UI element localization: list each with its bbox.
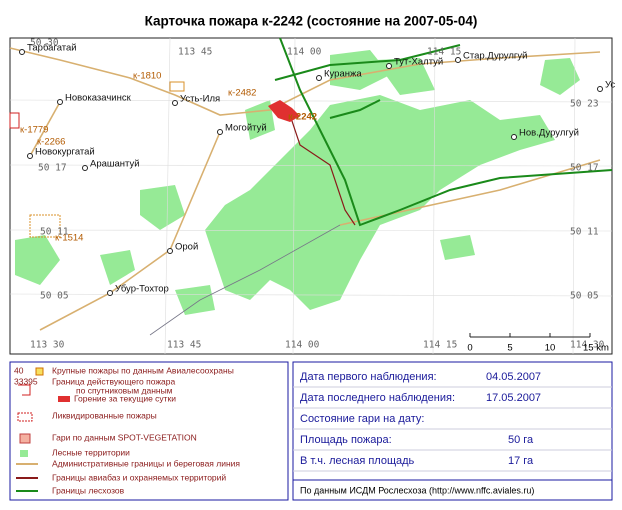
scale-label: 10 <box>545 343 556 354</box>
forest <box>15 50 580 315</box>
title: Карточка пожара к-2242 (состояние на 200… <box>145 14 478 29</box>
fire-label: к-2266 <box>37 137 65 148</box>
place-label: Новоказачинск <box>65 93 132 104</box>
place-label: Новокургатай <box>35 147 95 158</box>
coordinate-label: 50 23 <box>570 99 599 110</box>
swatch <box>19 433 31 444</box>
legend-code: 33395 <box>14 376 38 386</box>
coordinate-label: 113 45 <box>167 340 201 351</box>
coordinate-label: 50 17 <box>38 163 67 174</box>
coordinate-label: 113 45 <box>178 47 212 58</box>
place-label: Убур-Тохтор <box>115 284 169 295</box>
place-label: Нов.Дурулгуй <box>519 128 579 139</box>
place-label: Могойтуй <box>225 123 267 134</box>
legend-text: Границы лесхозов <box>52 485 125 495</box>
fire-label: к-1810 <box>133 71 161 82</box>
place-dot <box>107 290 113 296</box>
legend-frame <box>9 361 289 501</box>
place-label: Орой <box>175 242 198 253</box>
place-dot <box>167 248 173 254</box>
info-value: 17 га <box>508 455 534 467</box>
legend-text: Гари по данным SPOT-VEGETATION <box>52 432 197 442</box>
place-label: Усть-Иля <box>180 94 220 105</box>
fire-label: к-1514 <box>55 233 83 244</box>
place-dot <box>455 57 461 63</box>
coordinate-label: 114 00 <box>285 340 320 351</box>
place-dot <box>217 129 223 135</box>
source: По данным ИСДМ Рослесхоза (http://www.nf… <box>300 485 534 495</box>
info-value: 50 га <box>508 434 534 446</box>
coordinate-label: 50 30 <box>30 38 59 49</box>
river <box>149 224 341 336</box>
info-label: Дата последнего наблюдения: <box>300 392 455 404</box>
info-frame <box>292 361 613 501</box>
info-value: 17.05.2007 <box>486 392 541 404</box>
coordinate-label: 50 11 <box>570 227 599 238</box>
fire-burn <box>268 100 300 122</box>
place-dot <box>511 134 517 140</box>
place-label: Куранжа <box>324 69 362 80</box>
swatch <box>58 396 70 402</box>
fire-label: к-2482 <box>228 88 256 99</box>
place-label: Ус <box>605 80 615 91</box>
coordinate-label: 50 05 <box>40 291 69 302</box>
legend-text: Граница действующего пожара <box>52 376 176 386</box>
info-label: Площадь пожара: <box>300 434 392 446</box>
place-dot <box>57 99 63 105</box>
info-label: Состояние гари на дату: <box>300 413 424 425</box>
scale-label: 15 km <box>583 343 609 354</box>
fires <box>9 81 300 238</box>
coordinate-label: 114 30 <box>570 340 605 351</box>
fire-contour <box>29 214 61 238</box>
coordinate-label: 50 17 <box>570 163 599 174</box>
fire-label: к-1779 <box>20 125 48 136</box>
scale-label: 5 <box>507 343 512 354</box>
fire-contour <box>9 112 20 129</box>
legend-text: по спутниковым данным <box>76 385 173 395</box>
fire-contour <box>169 81 185 92</box>
place-label: Арашантуй <box>90 159 140 170</box>
place-dot <box>19 49 25 55</box>
place-label: Стар.Дурулгуй <box>463 51 527 62</box>
legend-text: Крупные пожары по данным Авиалесоохраны <box>52 365 234 375</box>
fire-label: к-2242 <box>288 112 317 123</box>
place-dot <box>316 75 322 81</box>
legend-text: Горение за текущие сутки <box>74 393 176 403</box>
info-value: 04.05.2007 <box>486 371 541 383</box>
place-dot <box>597 86 603 92</box>
swatch <box>35 367 44 376</box>
place-dot <box>82 165 88 171</box>
place-dot <box>172 100 178 106</box>
info-label: Дата первого наблюдения: <box>300 371 437 383</box>
legend-text: Лесные территории <box>52 447 130 457</box>
admin-boundaries <box>274 37 613 227</box>
info-label: В т.ч. лесная площадь <box>300 455 415 467</box>
info: По данным ИСДМ Рослесхоза (http://www.nf… <box>292 361 613 501</box>
place-label: Тут-Халтуй <box>394 57 443 68</box>
legend-text: Границы авиабаз и охраняемых территорий <box>52 472 226 482</box>
place-dot <box>386 63 392 69</box>
legend-text: Ликвидированные пожары <box>52 410 157 420</box>
map: Тарбагатай Новоказачинск Усть-Иля Куранжа Ту… <box>9 37 615 355</box>
legend-code: 40 <box>14 365 24 375</box>
place-dot <box>27 153 33 159</box>
coordinate-label: 113 30 <box>30 340 65 351</box>
coordinate-label: 50 05 <box>570 291 599 302</box>
swatch <box>17 412 33 422</box>
coordinate-label: 50 11 <box>40 227 69 238</box>
swatch <box>18 384 31 396</box>
swatch <box>20 450 28 457</box>
coordinate-label: 114 15 <box>423 340 457 351</box>
coordinate-label: 114 15 <box>427 47 461 58</box>
legend: 40 Крупные пожары по данным Авиалесоохран… <box>9 361 289 501</box>
scale-bar <box>469 333 591 338</box>
coordinate-label: 114 00 <box>287 47 322 58</box>
graticule <box>9 37 613 355</box>
scale-label: 0 <box>467 343 472 354</box>
protected-boundary <box>289 114 356 226</box>
legend-text: Административные границы и береговая лин… <box>52 458 240 468</box>
place-label: Тарбагатай <box>27 43 77 54</box>
